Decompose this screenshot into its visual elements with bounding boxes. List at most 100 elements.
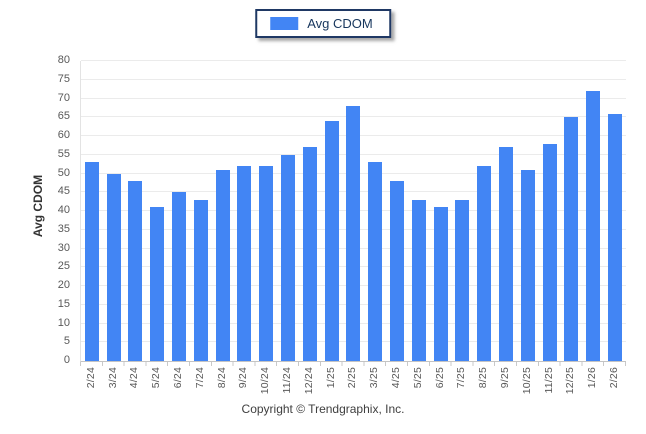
bar-slot <box>539 61 561 361</box>
y-tick-label: 15 <box>57 297 70 310</box>
y-tick-label: 0 <box>63 354 70 366</box>
bar-slot <box>168 61 190 361</box>
bar-slot <box>212 61 234 361</box>
x-tick-label: 8/24 <box>215 367 228 389</box>
bar-slot <box>408 61 430 361</box>
x-tick-label: 6/24 <box>172 367 185 389</box>
bar <box>411 199 426 361</box>
y-tick-label: 60 <box>57 129 70 141</box>
bar <box>586 91 601 361</box>
bar-slot <box>81 61 103 361</box>
bar <box>520 169 535 361</box>
x-tick-label: 4/24 <box>128 367 141 389</box>
bar-slot <box>103 61 125 361</box>
bar <box>455 199 470 361</box>
y-tick-label: 70 <box>57 91 70 104</box>
bar <box>281 154 296 361</box>
bar <box>608 113 623 361</box>
y-tick-label: 55 <box>57 147 70 160</box>
bar-slot <box>495 61 517 361</box>
x-tick-label: 5/25 <box>411 367 424 389</box>
bar-slot <box>430 61 452 361</box>
y-tick-label: 25 <box>57 260 70 273</box>
legend-label: Avg CDOM <box>307 16 373 31</box>
x-tick-label: 6/25 <box>433 367 446 389</box>
bar <box>324 121 339 361</box>
bar <box>84 162 99 361</box>
y-tick-label: 50 <box>57 166 70 179</box>
x-tick-label: 9/25 <box>499 367 512 389</box>
x-tick-label: 12/25 <box>564 367 577 395</box>
x-tick-label: 11/24 <box>281 367 294 394</box>
bar-slot <box>473 61 495 361</box>
y-tick-label: 45 <box>57 185 70 198</box>
x-tick-label: 3/24 <box>106 367 119 389</box>
x-tick-label: 4/25 <box>390 367 403 389</box>
bar-slot <box>386 61 408 361</box>
bar-slot <box>299 61 321 361</box>
bar-slot <box>277 61 299 361</box>
bar <box>172 192 187 361</box>
x-tick-label: 12/24 <box>302 367 315 395</box>
y-axis-tick-labels: 0 5 10 15 20 25 30 35 40 45 50 55 60 65 70 75 80 <box>0 55 74 366</box>
y-tick-label: 40 <box>57 204 70 216</box>
bar-slot <box>364 61 386 361</box>
bar-series-avg-cdom <box>81 61 626 361</box>
bar-slot <box>234 61 256 361</box>
y-tick-label: 35 <box>57 222 70 235</box>
x-axis-ticks <box>80 362 626 366</box>
bar-slot <box>561 61 583 361</box>
x-tick-label: 8/25 <box>477 367 490 389</box>
bar-slot <box>255 61 277 361</box>
bar <box>237 166 252 361</box>
bar-slot <box>146 61 168 361</box>
y-tick-label: 10 <box>57 316 70 329</box>
bar <box>106 173 121 361</box>
y-tick-label: 20 <box>57 279 70 291</box>
bar <box>128 181 143 361</box>
bar <box>346 106 361 361</box>
x-tick-label: 2/25 <box>346 367 359 389</box>
bar <box>193 199 208 361</box>
plot-area <box>80 60 626 362</box>
x-tick-label: 3/25 <box>368 367 381 389</box>
x-axis-tick-labels: 2/24 3/24 4/24 5/24 6/24 7/24 8/24 9/24 10/24 11/… <box>80 367 625 407</box>
y-tick-label: 65 <box>57 110 70 123</box>
gridline <box>81 78 626 80</box>
x-tick-label: 11/25 <box>542 367 555 394</box>
bar <box>390 181 405 361</box>
legend: Avg CDOM <box>255 9 391 38</box>
bar-slot <box>582 61 604 361</box>
y-tick-label: 5 <box>63 335 70 348</box>
bar-slot <box>190 61 212 361</box>
gridline <box>81 60 626 61</box>
gridline <box>81 97 626 99</box>
x-tick-label: 1/25 <box>324 367 337 389</box>
x-tick-label: 2/24 <box>84 367 97 389</box>
bar <box>259 166 274 361</box>
bar <box>150 207 165 361</box>
x-tick-label: 7/24 <box>193 367 206 389</box>
x-tick-label: 9/24 <box>237 367 250 389</box>
y-tick-label: 80 <box>57 54 70 66</box>
x-tick-label: 5/24 <box>150 367 163 389</box>
bar <box>477 166 492 361</box>
y-tick-label: 75 <box>57 72 70 85</box>
x-tick-label: 2/26 <box>608 367 621 389</box>
bar-slot <box>343 61 365 361</box>
y-tick-label: 30 <box>57 241 70 254</box>
bar-slot <box>125 61 147 361</box>
bar-slot <box>452 61 474 361</box>
x-tick-label: 1/26 <box>586 367 599 389</box>
x-tick-label: 10/24 <box>259 367 272 395</box>
x-tick-label: 10/25 <box>520 367 533 395</box>
bar <box>368 162 383 361</box>
bar <box>433 207 448 361</box>
bar <box>542 143 557 361</box>
copyright-text: Copyright © Trendgraphix, Inc. <box>241 402 405 416</box>
bar <box>564 117 579 361</box>
x-tick-label: 7/25 <box>455 367 468 389</box>
bar-slot <box>321 61 343 361</box>
bar <box>499 147 514 361</box>
